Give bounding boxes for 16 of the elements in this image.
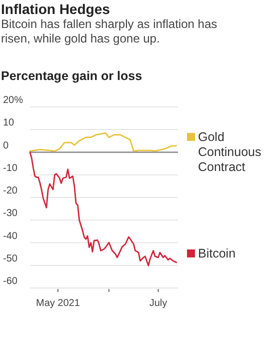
y-tick-label: -30 xyxy=(3,208,18,220)
y-axis-title: Percentage gain or loss xyxy=(1,69,142,83)
y-tick-label: -40 xyxy=(3,230,18,242)
y-tick-label: 0 xyxy=(3,140,9,152)
y-tick-label: 10 xyxy=(3,118,15,129)
x-tick-label: July xyxy=(149,298,168,309)
legend-label: Gold Continuous Contract xyxy=(198,130,262,174)
y-tick-label: -20 xyxy=(3,186,18,196)
y-tick-label: 20% xyxy=(3,95,24,106)
chart-subtitle: Bitcoin has fallen sharply as inflation has risen, while gold has gone up. xyxy=(1,17,218,46)
y-tick-label: -60 xyxy=(3,276,18,287)
y-tick-label: -10 xyxy=(3,162,18,174)
legend-label: Bitcoin xyxy=(198,246,236,260)
y-tick-label: -50 xyxy=(3,253,18,264)
x-tick-label: May 2021 xyxy=(36,298,80,309)
chart-title: Inflation Hedges xyxy=(1,1,110,17)
